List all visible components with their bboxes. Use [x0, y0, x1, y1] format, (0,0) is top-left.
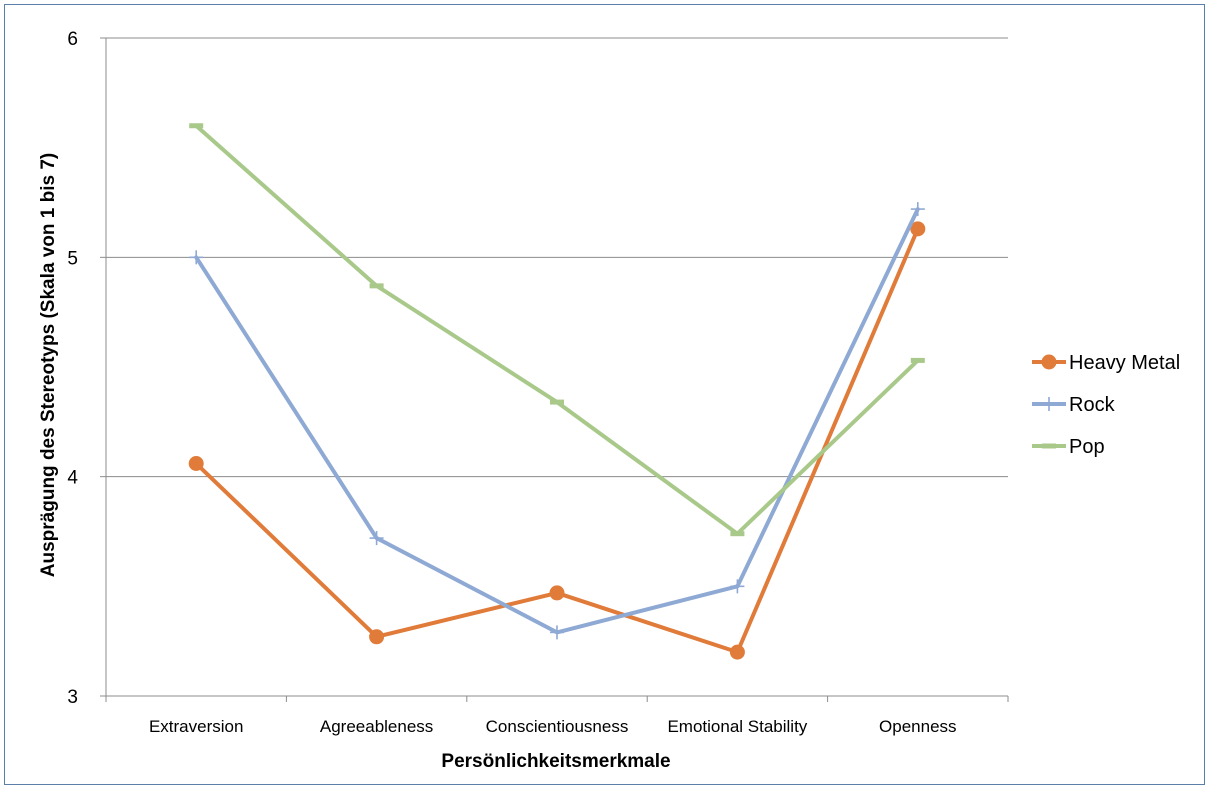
x-tick-label: Conscientiousness — [486, 717, 629, 736]
x-tick-label: Emotional Stability — [667, 717, 807, 736]
data-point-heavy-metal — [910, 221, 926, 237]
x-tick-label: Extraversion — [149, 717, 243, 736]
data-point-pop — [189, 123, 204, 129]
legend-label-rock: Rock — [1069, 394, 1116, 416]
legend-marker-pop — [1042, 443, 1056, 449]
x-axis-title: Persönlichkeitsmerkmale — [441, 751, 670, 772]
data-point-rock — [550, 625, 564, 640]
data-point-heavy-metal — [549, 585, 565, 601]
legend: Heavy Metal Rock Pop — [1032, 352, 1180, 458]
data-point-pop — [730, 531, 745, 537]
y-tick-label: 3 — [67, 687, 78, 708]
data-point-rock — [910, 202, 925, 217]
y-tick-label: 6 — [67, 29, 78, 50]
series-heavy-metal — [188, 221, 926, 660]
legend-item-pop: Pop — [1032, 436, 1105, 458]
data-point-heavy-metal — [729, 644, 745, 660]
x-tick-label: Openness — [879, 717, 957, 736]
data-point-heavy-metal — [188, 456, 204, 472]
data-point-pop — [369, 283, 384, 289]
data-point-rock — [189, 250, 204, 265]
series-pop — [189, 123, 925, 537]
legend-marker-rock — [1042, 397, 1056, 411]
series-line-pop — [194, 123, 920, 536]
legend-label-pop: Pop — [1069, 436, 1105, 458]
legend-item-rock: Rock — [1032, 394, 1116, 416]
x-tick-labels: Extraversion Agreeableness Conscientiousne… — [149, 717, 957, 736]
series-rock — [189, 202, 925, 640]
gridlines — [106, 37, 1008, 478]
data-point-rock — [369, 531, 384, 546]
x-tick-label: Agreeableness — [320, 717, 433, 736]
axes — [100, 37, 1009, 702]
data-point-pop — [910, 357, 925, 363]
y-tick-labels: 3 4 5 6 — [67, 29, 78, 708]
data-point-heavy-metal — [369, 629, 385, 645]
data-point-pop — [550, 399, 564, 405]
series-group — [188, 123, 926, 660]
legend-label-heavy-metal: Heavy Metal — [1069, 352, 1180, 374]
legend-marker-heavy-metal — [1041, 354, 1057, 370]
y-tick-label: 4 — [67, 468, 78, 489]
data-point-rock — [730, 579, 745, 594]
legend-item-heavy-metal: Heavy Metal — [1032, 352, 1180, 374]
y-axis-title: Ausprägung des Stereotyps (Skala von 1 b… — [38, 153, 59, 577]
y-tick-label: 5 — [67, 248, 78, 269]
